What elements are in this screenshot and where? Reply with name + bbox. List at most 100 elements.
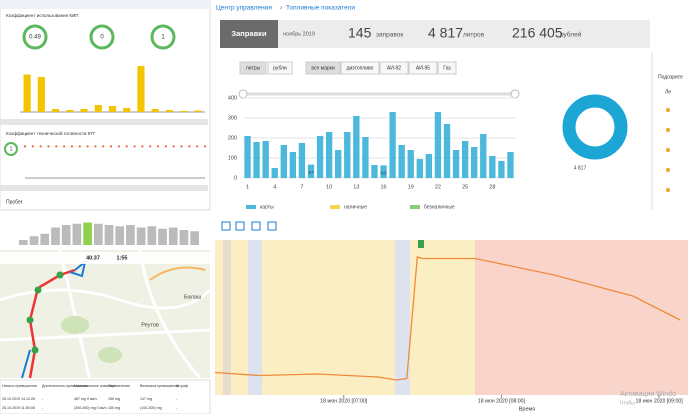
point	[102, 145, 105, 148]
donut-label: 4 817	[574, 165, 587, 171]
settings-button[interactable]	[267, 221, 277, 231]
point	[141, 145, 144, 148]
point	[180, 145, 183, 148]
donut-segment	[562, 94, 628, 160]
y-tick-label: 100	[228, 155, 237, 161]
bar	[498, 161, 505, 178]
button[interactable]	[267, 61, 293, 75]
zoom-out[interactable]	[235, 221, 245, 231]
route-point[interactable]	[34, 286, 42, 294]
y-tick-label: 400	[228, 95, 237, 101]
point	[164, 145, 167, 148]
stat-unit: литров	[463, 32, 485, 39]
table-header: Величина превышения	[140, 384, 179, 388]
bar	[123, 108, 131, 112]
breadcrumb[interactable]: Центр управления	[216, 5, 272, 12]
stat-value: 4 817	[428, 25, 463, 41]
x-tick-label: 13	[353, 184, 359, 190]
slider-handle[interactable]	[510, 89, 520, 99]
table-header: Начало превышения	[2, 384, 37, 388]
bar	[480, 134, 487, 178]
bar	[94, 105, 102, 112]
x-tick-label: 10	[326, 184, 332, 190]
bar	[136, 227, 146, 245]
gauge	[22, 24, 48, 50]
x-tick-label: 16	[380, 184, 386, 190]
gauge-value: 1	[10, 146, 13, 152]
button[interactable]	[305, 61, 341, 75]
bar	[29, 236, 39, 245]
button[interactable]	[379, 61, 409, 75]
x-tick-label: 22	[435, 184, 441, 190]
band-alert	[475, 240, 688, 395]
x-tick-label: 18 июн 2020 [07:00]	[320, 398, 368, 404]
map-toolbar	[0, 252, 210, 264]
route-point[interactable]	[56, 271, 64, 279]
bar	[407, 150, 414, 178]
button[interactable]	[408, 61, 438, 75]
y-tick-label: 200	[228, 135, 237, 141]
point	[70, 145, 74, 148]
button-label: дизтопливо	[347, 65, 374, 71]
stat-value: 145	[348, 25, 372, 41]
point	[94, 145, 97, 148]
map-label: Реутов	[141, 322, 159, 328]
x-tick-label: 7	[300, 184, 303, 190]
table-cell: 150 mg	[108, 397, 120, 401]
zoom-in[interactable]	[221, 221, 231, 231]
dashboard-tabs	[0, 0, 210, 9]
bar	[158, 228, 167, 245]
route-point[interactable]	[31, 346, 39, 354]
bar	[19, 240, 28, 245]
button[interactable]	[437, 61, 457, 75]
data-label: 67	[308, 170, 314, 175]
slider-handle[interactable]	[238, 89, 248, 99]
map-label: Балаш	[184, 294, 202, 300]
sidebar-dot	[666, 108, 670, 112]
bar	[461, 141, 469, 178]
legend-label: карты	[260, 204, 274, 210]
button-label: литры	[246, 65, 261, 71]
band-blue	[395, 240, 410, 395]
bar	[425, 154, 433, 178]
bar	[179, 230, 189, 245]
bar	[398, 145, 405, 178]
x-tick-label: 1	[246, 184, 249, 190]
bar	[344, 132, 351, 178]
stat-value: 216 405	[512, 25, 563, 41]
table-cell: 26.10.2019 14:12:26	[2, 397, 35, 401]
scrollbar	[0, 119, 208, 125]
tab-label: Заправки	[231, 29, 267, 38]
table-header: Максимальное значение	[74, 384, 115, 388]
button[interactable]	[340, 61, 380, 75]
event-marker[interactable]	[418, 240, 424, 248]
sidebar-dot	[666, 128, 670, 132]
table-cell: 487 mg 0 км/ч	[74, 397, 97, 401]
line	[214, 256, 681, 381]
table-cell: (250-450) mg 0 км/ч	[74, 406, 107, 410]
map-roads	[0, 249, 212, 381]
bar	[353, 116, 360, 178]
stat-unit: заправок	[376, 32, 403, 39]
band-blue	[248, 240, 262, 395]
bar	[471, 147, 478, 178]
table-header: Ограничение	[108, 384, 130, 388]
list-button[interactable]	[251, 221, 261, 231]
bar	[244, 136, 251, 178]
band-gray	[223, 240, 231, 395]
point	[78, 145, 81, 148]
sidebar-title: Подозрите	[658, 74, 683, 80]
bar	[253, 142, 260, 178]
route-point[interactable]	[26, 316, 34, 324]
scrollbar	[0, 185, 208, 191]
button[interactable]	[239, 61, 267, 75]
point	[31, 145, 34, 148]
bar	[443, 124, 451, 178]
x-axis-label: Время	[519, 406, 536, 412]
bar	[51, 227, 60, 245]
breadcrumb: Топливные показатели	[286, 5, 355, 12]
watermark: Чтобы	[620, 400, 635, 406]
map-park	[98, 347, 122, 363]
fuel-tab-bg[interactable]	[220, 20, 278, 48]
